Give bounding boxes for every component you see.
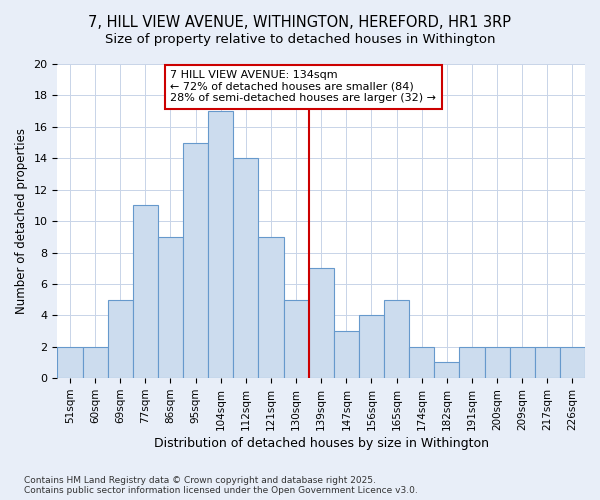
Bar: [259, 237, 284, 378]
Bar: [58, 347, 83, 378]
Text: 7 HILL VIEW AVENUE: 134sqm
← 72% of detached houses are smaller (84)
28% of semi: 7 HILL VIEW AVENUE: 134sqm ← 72% of deta…: [170, 70, 436, 104]
Bar: [208, 111, 233, 378]
X-axis label: Distribution of detached houses by size in Withington: Distribution of detached houses by size …: [154, 437, 489, 450]
Bar: [107, 300, 133, 378]
Bar: [83, 347, 107, 378]
Bar: [560, 347, 585, 378]
Text: Size of property relative to detached houses in Withington: Size of property relative to detached ho…: [105, 32, 495, 46]
Bar: [183, 142, 208, 378]
Bar: [284, 300, 308, 378]
Bar: [434, 362, 460, 378]
Text: 7, HILL VIEW AVENUE, WITHINGTON, HEREFORD, HR1 3RP: 7, HILL VIEW AVENUE, WITHINGTON, HEREFOR…: [89, 15, 511, 30]
Bar: [460, 347, 485, 378]
Text: Contains HM Land Registry data © Crown copyright and database right 2025.
Contai: Contains HM Land Registry data © Crown c…: [24, 476, 418, 495]
Bar: [308, 268, 334, 378]
Bar: [334, 331, 359, 378]
Bar: [133, 206, 158, 378]
Bar: [535, 347, 560, 378]
Bar: [509, 347, 535, 378]
Bar: [409, 347, 434, 378]
Y-axis label: Number of detached properties: Number of detached properties: [15, 128, 28, 314]
Bar: [158, 237, 183, 378]
Bar: [384, 300, 409, 378]
Bar: [359, 316, 384, 378]
Bar: [233, 158, 259, 378]
Bar: [485, 347, 509, 378]
